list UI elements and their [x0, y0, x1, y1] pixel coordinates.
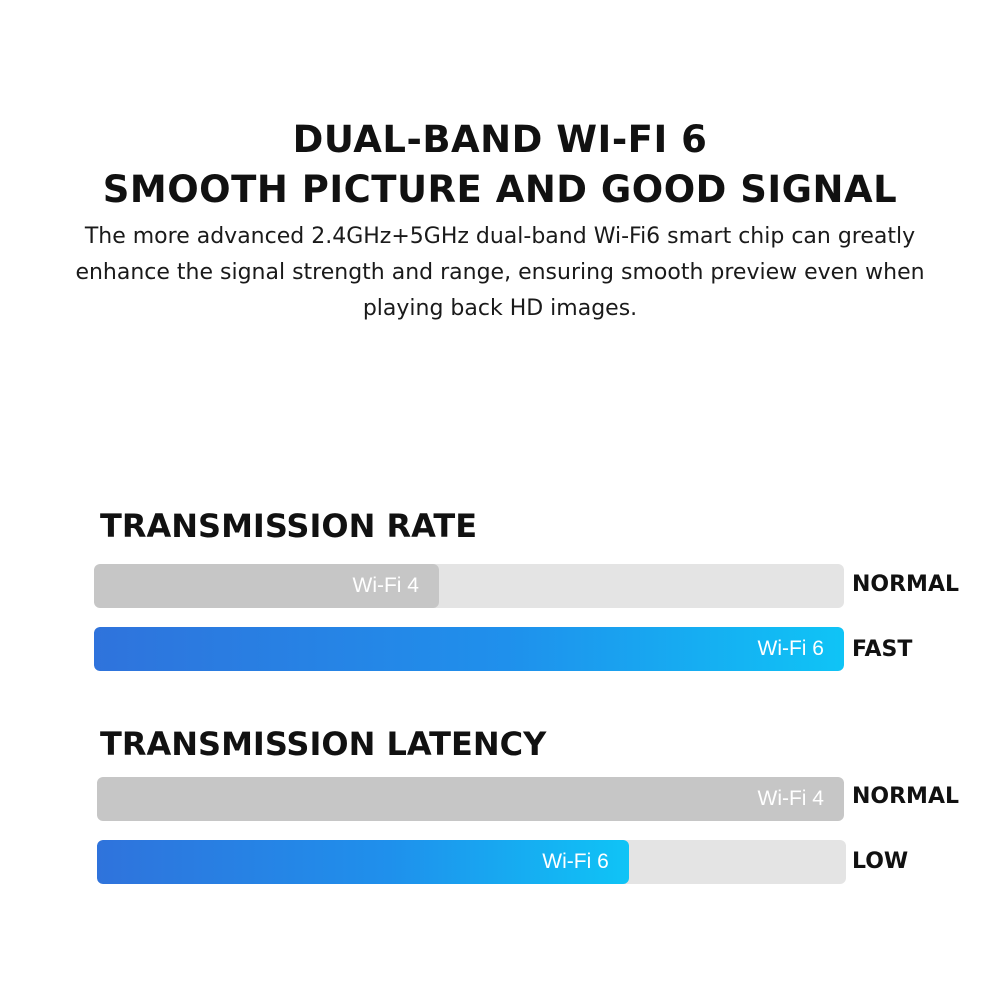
- rate-bar-wifi4: Wi-Fi 4: [94, 564, 439, 608]
- rate-bar-wifi6: Wi-Fi 6: [94, 627, 844, 671]
- rate-status-wifi6: FAST: [852, 637, 913, 662]
- latency-bar-wifi6-label: Wi-Fi 6: [542, 850, 609, 873]
- latency-status-wifi6: LOW: [852, 849, 909, 874]
- description: The more advanced 2.4GHz+5GHz dual-band …: [75, 224, 925, 321]
- latency-bar-wifi4-label: Wi-Fi 4: [757, 787, 825, 810]
- header: DUAL-BAND WI-FI 6 SMOOTH PICTURE AND GOO…: [0, 115, 1000, 327]
- headline-line-2: SMOOTH PICTURE AND GOOD SIGNAL: [102, 168, 898, 211]
- latency-bar-wifi4: Wi-Fi 4: [97, 777, 844, 821]
- rate-bar-wifi4-label: Wi-Fi 4: [352, 574, 420, 597]
- latency-status-wifi4: NORMAL: [852, 784, 959, 809]
- headline-line-1: DUAL-BAND WI-FI 6: [292, 118, 708, 161]
- rate-status-wifi4: NORMAL: [852, 572, 959, 597]
- latency-bar-wifi6-track: Wi-Fi 6: [97, 840, 846, 884]
- headline: DUAL-BAND WI-FI 6 SMOOTH PICTURE AND GOO…: [0, 115, 1000, 215]
- latency-chart-title: TRANSMISSION LATENCY: [100, 725, 547, 763]
- rate-chart-title: TRANSMISSION RATE: [100, 507, 478, 545]
- rate-bar-wifi6-label: Wi-Fi 6: [757, 637, 825, 660]
- rate-bar-wifi6-track: Wi-Fi 6: [94, 627, 844, 671]
- latency-bar-wifi4-track: Wi-Fi 4: [97, 777, 844, 821]
- rate-bar-wifi4-track: Wi-Fi 4: [94, 564, 844, 608]
- latency-bar-wifi6: Wi-Fi 6: [97, 840, 629, 884]
